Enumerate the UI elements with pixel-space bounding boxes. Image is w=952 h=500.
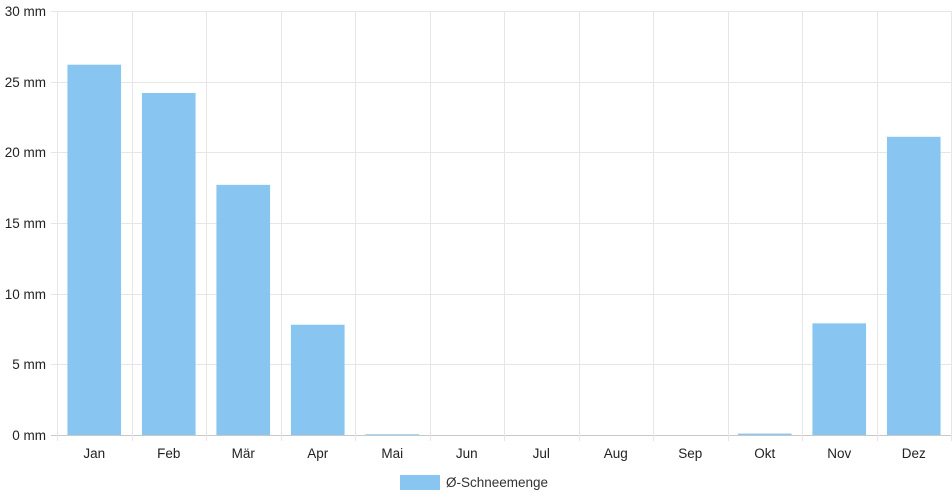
y-tick-label: 20 mm: [5, 145, 46, 160]
bar-feb[interactable]: [141, 92, 196, 436]
x-tick-label: Aug: [604, 446, 628, 461]
x-tick-label: Apr: [307, 446, 329, 461]
bar-jan[interactable]: [67, 64, 122, 435]
x-tick-label: Sep: [678, 446, 702, 461]
y-axis-ticks: 0 mm 5 mm 10 mm 15 mm 20 mm 25 mm 30 mm: [5, 4, 46, 443]
bar-nov[interactable]: [812, 323, 867, 435]
x-tick-label: Mai: [381, 446, 403, 461]
x-tick-label: Jul: [533, 446, 550, 461]
x-tick-label: Jan: [83, 446, 105, 461]
x-tick-label: Dez: [902, 446, 926, 461]
x-axis-ticks: Jan Feb Mär Apr Mai Jun Jul Aug Sep Okt Nov Dez: [83, 446, 926, 461]
x-tick-label: Mär: [232, 446, 256, 461]
bar-okt[interactable]: [737, 433, 792, 435]
gridlines: [51, 11, 952, 441]
y-tick-label: 10 mm: [5, 287, 46, 302]
bar-apr[interactable]: [290, 324, 345, 435]
bar-mär[interactable]: [216, 184, 271, 435]
y-tick-label: 5 mm: [12, 357, 46, 372]
legend[interactable]: Ø-Schneemenge: [400, 475, 548, 490]
bars: [67, 64, 941, 436]
legend-swatch[interactable]: [400, 475, 440, 490]
x-tick-label: Okt: [754, 446, 775, 461]
legend-label[interactable]: Ø-Schneemenge: [446, 475, 548, 490]
y-tick-label: 30 mm: [5, 4, 46, 19]
y-tick-label: 25 mm: [5, 75, 46, 90]
x-tick-label: Nov: [827, 446, 851, 461]
y-tick-label: 15 mm: [5, 216, 46, 231]
x-tick-label: Jun: [456, 446, 478, 461]
bar-mai[interactable]: [365, 434, 420, 435]
bar-dez[interactable]: [886, 136, 941, 435]
x-tick-label: Feb: [157, 446, 180, 461]
y-tick-label: 0 mm: [12, 428, 46, 443]
